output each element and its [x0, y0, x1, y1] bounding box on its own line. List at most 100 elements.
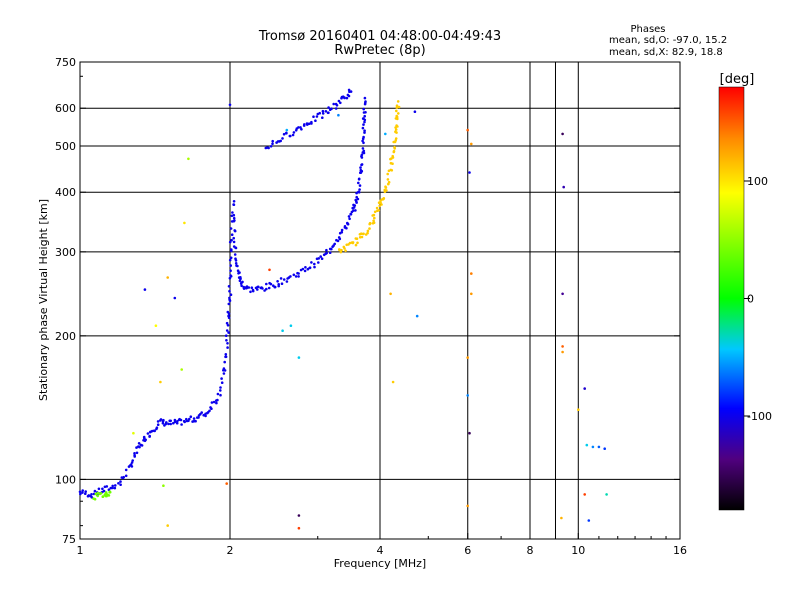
data-point — [301, 267, 305, 271]
data-point — [390, 157, 393, 160]
data-point — [232, 216, 236, 220]
data-point — [200, 411, 203, 414]
data-point — [352, 209, 355, 212]
data-point — [156, 423, 160, 427]
data-point — [113, 486, 117, 490]
data-point — [392, 140, 396, 144]
data-point — [187, 157, 190, 161]
data-point — [269, 145, 273, 148]
data-point — [304, 266, 307, 269]
data-point — [229, 227, 233, 230]
data-point — [279, 139, 283, 143]
data-point — [591, 445, 595, 449]
data-point — [561, 292, 564, 296]
data-point — [587, 519, 591, 522]
data-point — [346, 222, 349, 225]
data-point — [166, 276, 169, 279]
data-point — [227, 302, 231, 306]
colorbar-label: [deg] — [720, 72, 755, 87]
data-point — [603, 447, 606, 451]
data-point — [395, 109, 398, 113]
data-point — [340, 96, 343, 100]
data-point — [415, 314, 419, 318]
data-point — [234, 259, 238, 262]
data-point — [320, 257, 324, 261]
data-point — [380, 203, 383, 206]
data-point — [150, 429, 154, 433]
data-point — [324, 110, 328, 113]
data-point — [470, 272, 473, 275]
data-point — [338, 248, 341, 251]
data-point — [345, 226, 348, 230]
data-point — [276, 280, 279, 283]
data-point — [224, 334, 228, 338]
data-point — [397, 105, 401, 109]
data-point — [206, 411, 209, 415]
data-point — [321, 109, 325, 113]
data-point — [94, 492, 98, 496]
data-point — [362, 123, 365, 126]
y-tick-label: 750 — [55, 56, 76, 69]
data-point — [358, 184, 362, 187]
data-point — [289, 275, 292, 278]
data-point — [175, 421, 179, 425]
data-point — [208, 409, 211, 413]
data-point — [281, 329, 284, 333]
chart-title: Tromsø 20160401 04:48:00-04:49:43 — [258, 29, 501, 44]
data-point — [310, 120, 313, 124]
data-point — [364, 101, 367, 105]
data-point — [391, 380, 395, 384]
y-tick-label: 200 — [55, 330, 76, 343]
data-point — [219, 393, 222, 397]
data-point — [342, 245, 346, 249]
phases-title: Phases — [630, 24, 665, 35]
data-point — [187, 419, 190, 423]
data-point — [332, 102, 336, 106]
data-point — [152, 429, 156, 433]
data-point — [314, 119, 317, 122]
x-axis-label: Frequency [MHz] — [334, 557, 426, 570]
data-point — [327, 106, 330, 109]
data-point — [313, 262, 316, 266]
data-point — [583, 493, 586, 496]
data-point — [257, 285, 260, 289]
data-point — [362, 149, 366, 153]
data-point — [468, 171, 471, 174]
data-point — [347, 88, 351, 92]
data-point — [347, 215, 351, 218]
data-point — [230, 233, 234, 236]
data-point — [114, 484, 117, 487]
data-point — [155, 426, 159, 430]
data-point — [466, 356, 470, 359]
data-point — [222, 372, 226, 375]
data-point — [362, 135, 365, 139]
data-point — [384, 132, 387, 136]
data-point — [228, 103, 232, 107]
data-point — [300, 128, 303, 131]
data-point — [384, 186, 388, 189]
data-point — [78, 490, 82, 494]
data-point — [318, 111, 322, 115]
data-point — [285, 128, 289, 132]
data-point — [395, 124, 398, 127]
data-point — [173, 296, 177, 300]
data-point — [154, 324, 158, 328]
data-point — [90, 493, 93, 496]
data-point — [234, 246, 238, 250]
data-point — [359, 166, 362, 169]
data-point — [224, 355, 227, 359]
data-point — [232, 200, 236, 203]
data-point — [368, 222, 372, 225]
data-point — [291, 133, 295, 137]
data-point — [161, 421, 165, 425]
data-point — [315, 115, 319, 118]
data-point — [220, 377, 223, 380]
data-point — [389, 292, 392, 296]
data-point — [391, 162, 394, 165]
data-point — [281, 137, 284, 140]
data-point — [353, 204, 357, 207]
colorbar-tick-label: 0 — [747, 293, 754, 306]
data-point — [229, 293, 233, 297]
data-point — [96, 491, 100, 495]
